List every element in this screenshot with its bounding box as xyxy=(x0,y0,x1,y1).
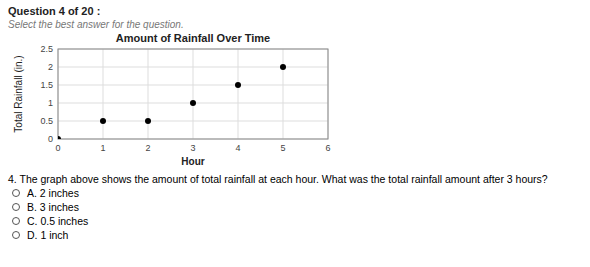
page: Question 4 of 20 :Select the best answer… xyxy=(0,0,590,242)
y-tick-label: 1 xyxy=(48,98,53,108)
grid-line-x xyxy=(148,49,149,139)
x-tick-label: 4 xyxy=(235,143,240,153)
subheader: Select the best answer for the question. xyxy=(8,18,582,31)
grid-line-y xyxy=(58,121,328,122)
answer-text: B. 3 inches xyxy=(27,200,79,214)
grid-line-x xyxy=(283,49,284,139)
grid-line-y xyxy=(58,67,328,68)
chart-title: Amount of Rainfall Over Time xyxy=(116,32,270,44)
x-tick-label: 5 xyxy=(280,143,285,153)
points xyxy=(58,64,286,139)
grid-line-x xyxy=(193,49,194,139)
answer-circle[interactable] xyxy=(12,217,20,225)
chart: Amount of Rainfall Over Time 0 1 2 3 4 5 6 0 0.5 1… xyxy=(8,31,338,171)
x-tick-label: 3 xyxy=(190,143,195,153)
grid-line-y xyxy=(58,85,328,86)
x-tick-label: 6 xyxy=(325,143,330,153)
y-tick-label: 1.5 xyxy=(40,80,53,90)
answer-choice[interactable]: B. 3 inches xyxy=(8,200,582,214)
answer-text: C. 0.5 inches xyxy=(27,214,88,228)
point xyxy=(235,82,241,88)
x-axis-label: Hour xyxy=(181,156,204,167)
x-tick-label: 2 xyxy=(145,143,150,153)
grid-line-x xyxy=(103,49,104,139)
y-tick-label: 2.5 xyxy=(40,44,53,54)
answer-text: D. 1 inch xyxy=(27,228,68,242)
point xyxy=(280,64,286,70)
point xyxy=(58,136,61,139)
answer-choice[interactable]: D. 1 inch xyxy=(8,228,582,242)
answer-circle[interactable] xyxy=(12,231,20,239)
x-tick-label: 1 xyxy=(100,143,105,153)
y-tick-label: 2 xyxy=(48,62,53,72)
plot-frame xyxy=(58,49,328,139)
point xyxy=(190,100,196,106)
answer-circle[interactable] xyxy=(12,189,20,197)
point xyxy=(100,118,106,124)
answer-choice[interactable]: A. 2 inches xyxy=(8,186,582,200)
answer-text: A. 2 inches xyxy=(27,186,79,200)
header: Question 4 of 20 : xyxy=(8,4,582,18)
grid xyxy=(58,49,328,139)
y-tick-label: 0.5 xyxy=(40,116,53,126)
question: 4. The graph above shows the amount of t… xyxy=(8,173,582,186)
grid-line-x xyxy=(238,49,239,139)
answer-circle[interactable] xyxy=(12,203,20,211)
x-tick-label: 0 xyxy=(55,143,60,153)
y-axis-label: Total Rainfall (in.) xyxy=(13,55,24,132)
y-tick-label: 0 xyxy=(48,134,53,144)
answer-choice[interactable]: C. 0.5 inches xyxy=(8,214,582,228)
point xyxy=(145,118,151,124)
